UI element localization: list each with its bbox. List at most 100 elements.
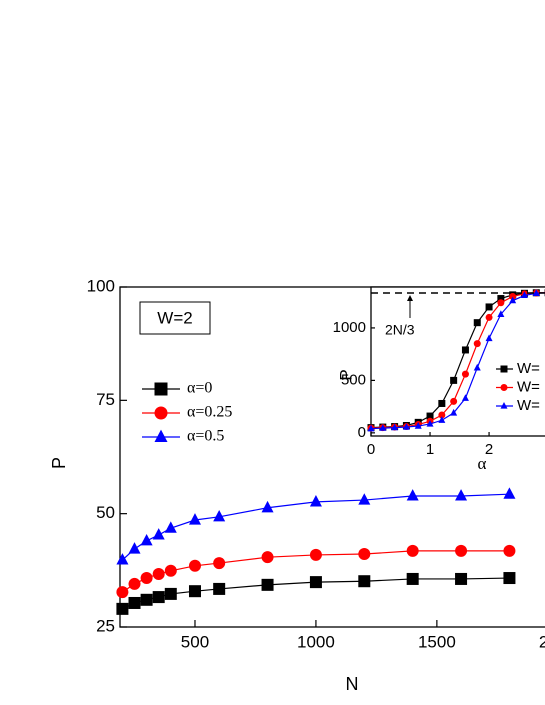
marker: [438, 399, 446, 407]
marker: [473, 340, 481, 348]
marker: [309, 495, 322, 507]
legend-label: W=: [517, 360, 540, 377]
series-line: [370, 292, 545, 429]
marker: [188, 559, 201, 572]
marker: [128, 542, 141, 554]
marker: [213, 510, 226, 522]
y-tick-label: 1000: [333, 319, 366, 336]
marker: [128, 577, 141, 590]
marker: [485, 303, 493, 311]
annotation-box: [139, 301, 211, 335]
marker: [261, 500, 274, 513]
marker: [367, 424, 375, 432]
marker: [140, 534, 153, 546]
marker: [379, 424, 387, 431]
marker: [450, 376, 458, 384]
marker: [140, 572, 153, 585]
marker: [128, 596, 141, 609]
y-tick-label: 0: [358, 424, 366, 441]
marker: [485, 334, 493, 342]
marker: [116, 586, 129, 599]
legend-label: α=0.25: [187, 404, 232, 421]
marker: [213, 582, 226, 595]
marker: [509, 292, 517, 300]
marker: [500, 384, 508, 391]
marker: [500, 402, 508, 409]
marker: [509, 296, 517, 304]
marker: [461, 394, 469, 401]
marker: [455, 544, 468, 557]
marker: [164, 564, 177, 577]
marker: [497, 299, 505, 307]
legend-label: α=0.5: [187, 428, 224, 445]
y-tick-label: 50: [96, 503, 115, 522]
marker: [497, 310, 505, 317]
legend-label: α=0: [187, 380, 212, 397]
marker: [116, 602, 129, 615]
marker: [406, 544, 419, 557]
plot-area: [370, 286, 545, 437]
marker: [461, 346, 469, 354]
marker: [503, 544, 516, 557]
y-tick-label: 75: [96, 390, 115, 409]
marker: [438, 411, 446, 419]
x-tick-label: 1500: [418, 633, 456, 652]
marker: [358, 548, 371, 561]
x-tick-label: 2: [485, 441, 493, 458]
marker: [152, 567, 165, 580]
marker: [426, 419, 434, 427]
marker: [461, 370, 469, 378]
marker: [406, 572, 419, 585]
marker: [188, 513, 201, 525]
marker: [450, 408, 458, 416]
marker: [414, 422, 422, 429]
marker: [261, 551, 274, 564]
marker: [520, 291, 528, 299]
marker: [450, 397, 458, 405]
marker: [500, 365, 508, 373]
marker: [391, 423, 399, 431]
marker: [164, 587, 177, 600]
marker: [485, 313, 493, 321]
annotation: 2N/3: [385, 322, 415, 338]
x-tick-label: 2000: [539, 633, 545, 652]
marker: [358, 493, 371, 505]
y-tick-label: 500: [341, 371, 366, 388]
marker: [473, 319, 481, 327]
arrowhead: [407, 294, 413, 301]
marker: [152, 528, 165, 540]
x-axis-label: α: [478, 454, 487, 473]
annotation: W=2: [157, 308, 192, 327]
marker: [261, 578, 274, 591]
marker: [188, 585, 201, 598]
marker: [473, 363, 481, 371]
x-tick-label: 0: [367, 441, 375, 458]
marker: [503, 487, 516, 499]
marker: [358, 575, 371, 588]
marker: [309, 576, 322, 589]
marker: [438, 416, 446, 423]
legend-label: W=: [517, 397, 540, 414]
legend-label: W=: [517, 378, 540, 395]
marker: [455, 489, 468, 501]
series-line: [370, 292, 545, 430]
y-axis-label: P: [336, 369, 355, 380]
marker: [152, 591, 165, 604]
marker: [503, 572, 516, 585]
marker: [116, 553, 129, 565]
marker: [154, 429, 168, 442]
marker: [402, 423, 410, 430]
y-axis-label: P: [49, 457, 69, 469]
marker: [426, 412, 434, 420]
y-tick-label: 100: [87, 276, 115, 295]
x-tick-label: 1000: [297, 633, 335, 652]
marker: [154, 406, 168, 420]
marker: [164, 521, 177, 533]
x-tick-label: 1: [426, 441, 434, 458]
marker: [455, 572, 468, 585]
marker: [140, 593, 153, 606]
y-tick-label: 25: [96, 616, 115, 635]
marker: [213, 557, 226, 570]
marker: [532, 289, 540, 296]
